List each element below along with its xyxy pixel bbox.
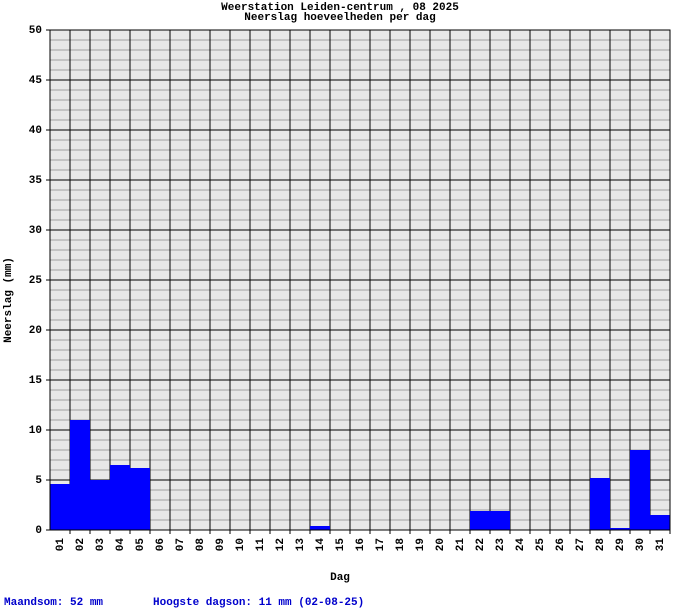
bar — [50, 484, 70, 530]
bar — [90, 480, 110, 530]
x-tick-label: 08 — [195, 538, 207, 552]
y-axis-label: Neerslag (mm) — [3, 257, 15, 343]
x-tick-label: 17 — [375, 538, 387, 551]
bar — [650, 515, 670, 530]
x-tick-label: 03 — [95, 538, 107, 552]
bar — [630, 450, 650, 530]
y-tick-label: 20 — [29, 325, 42, 337]
x-tick-label: 02 — [75, 538, 87, 551]
x-tick-label: 07 — [175, 538, 187, 551]
footer-text: Maandsom: 52 mm — [4, 597, 103, 609]
x-tick-label: 05 — [135, 538, 147, 552]
x-tick-label: 11 — [255, 538, 267, 552]
x-tick-label: 22 — [475, 538, 487, 551]
x-tick-label: 09 — [215, 538, 227, 551]
bar — [470, 511, 490, 530]
bar — [110, 465, 130, 530]
y-tick-label: 10 — [29, 425, 42, 437]
x-tick-label: 01 — [55, 538, 67, 552]
x-tick-label: 12 — [275, 538, 287, 551]
y-tick-label: 15 — [29, 375, 43, 387]
x-tick-label: 30 — [635, 538, 647, 551]
plot-frame — [49, 29, 671, 531]
x-axis-label: Dag — [330, 572, 350, 584]
bar — [590, 478, 610, 530]
y-tick-label: 45 — [29, 75, 43, 87]
bar — [490, 511, 510, 530]
x-tick-label: 13 — [295, 538, 307, 552]
bar — [130, 468, 150, 530]
bar — [610, 528, 630, 530]
x-tick-label: 25 — [535, 538, 547, 552]
x-tick-label: 21 — [455, 538, 467, 552]
x-tick-label: 10 — [235, 538, 247, 551]
chart-subtitle: Neerslag hoeveelheden per dag — [244, 12, 435, 24]
x-tick-label: 29 — [615, 538, 627, 551]
y-tick-label: 40 — [29, 125, 42, 137]
y-tick-label: 50 — [29, 25, 42, 37]
x-tick-label: 16 — [355, 538, 367, 551]
x-tick-label: 23 — [495, 538, 507, 552]
x-tick-label: 31 — [655, 538, 667, 552]
y-tick-label: 5 — [35, 475, 42, 487]
x-tick-label: 20 — [435, 538, 447, 551]
y-tick-label: 35 — [29, 175, 43, 187]
chart-title: Weerstation Leiden-centrum , 08 2025 — [221, 2, 459, 14]
x-tick-label: 28 — [595, 538, 607, 552]
bar — [310, 526, 330, 530]
x-tick-label: 15 — [335, 538, 347, 552]
footer-text: Hoogste dagson: 11 mm (02-08-25) — [153, 597, 364, 609]
x-tick-label: 26 — [555, 538, 567, 551]
x-tick-label: 06 — [155, 538, 167, 551]
y-tick-label: 25 — [29, 275, 43, 287]
y-tick-label: 30 — [29, 225, 42, 237]
x-tick-label: 14 — [315, 538, 327, 552]
x-tick-label: 24 — [515, 538, 527, 552]
x-tick-label: 27 — [575, 538, 587, 551]
x-tick-label: 04 — [115, 538, 127, 552]
bar — [70, 420, 90, 530]
x-tick-label: 18 — [395, 538, 407, 552]
y-tick-label: 0 — [35, 525, 42, 537]
x-tick-label: 19 — [415, 538, 427, 551]
